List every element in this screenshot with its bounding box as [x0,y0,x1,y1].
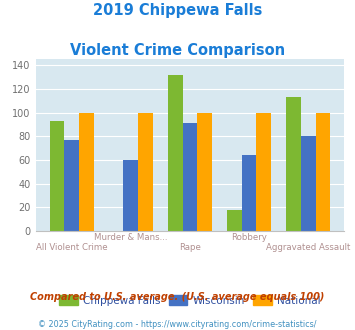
Text: Rape: Rape [179,243,201,251]
Bar [64,140,79,231]
Text: Murder & Mans...: Murder & Mans... [94,233,168,242]
Bar [301,136,316,231]
Text: © 2025 CityRating.com - https://www.cityrating.com/crime-statistics/: © 2025 CityRating.com - https://www.city… [38,320,317,329]
Bar [242,155,256,231]
Text: Aggravated Assault: Aggravated Assault [266,243,350,251]
Bar [286,97,301,231]
Text: Robbery: Robbery [231,233,267,242]
Bar [256,113,271,231]
Bar [182,123,197,231]
Bar [79,113,94,231]
Bar [227,210,242,231]
Text: Violent Crime Comparison: Violent Crime Comparison [70,43,285,58]
Legend: Chippewa Falls, Wisconsin, National: Chippewa Falls, Wisconsin, National [55,291,325,310]
Bar [197,113,212,231]
Text: Compared to U.S. average. (U.S. average equals 100): Compared to U.S. average. (U.S. average … [30,292,325,302]
Bar [316,113,330,231]
Text: All Violent Crime: All Violent Crime [36,243,108,251]
Text: 2019 Chippewa Falls: 2019 Chippewa Falls [93,3,262,18]
Bar [138,113,153,231]
Bar [50,121,64,231]
Bar [168,75,182,231]
Bar [124,160,138,231]
